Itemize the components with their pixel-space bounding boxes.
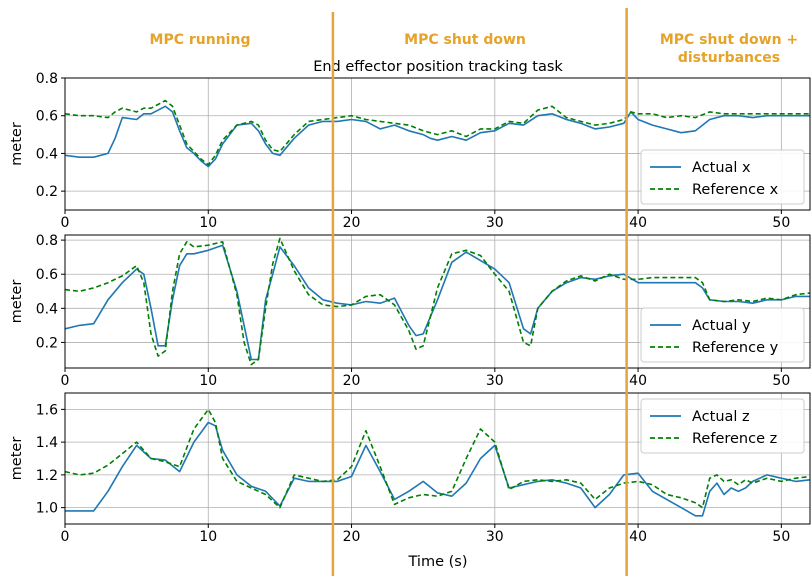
x-tick-label: 30 [486,373,504,389]
x-tick-label: 30 [486,215,504,231]
series-group [65,408,810,517]
x-tick-label: 50 [772,215,790,231]
y-tick-label: 1.2 [36,468,58,484]
phase-label-running: MPC running [150,32,251,48]
axes-frame [64,234,811,369]
legend-label: Reference z [692,431,777,447]
phase-label-shutdown-disturbances: MPC shut down + [660,32,798,48]
y-tick-label: 0.4 [36,146,58,162]
legend-box [640,149,805,205]
y-tick-label: 0.8 [36,71,58,87]
x-tick-label: 10 [199,215,217,231]
x-tick-label: 40 [629,215,647,231]
phase-label-disturbances: disturbances [678,50,780,66]
x-tick-label: 10 [199,529,217,545]
legend: Actual y Reference y [640,307,805,363]
x-tick-label: 50 [772,529,790,545]
panels: 0 10 20 30 40 50 0.2 0.4 0.6 0.8 meter Actual x Refe… [9,71,811,545]
legend-label: Reference y [692,340,779,356]
x-tick-label: 0 [61,373,70,389]
x-axis-label: Time (s) [408,554,468,570]
y-tick-label: 1.4 [36,435,58,451]
x-tick-label: 40 [629,529,647,545]
legend-label: Actual z [692,409,750,425]
x-tick-label: 10 [199,373,217,389]
series-line-actual [65,105,810,168]
legend-label: Actual x [692,160,751,176]
legend-box [640,398,805,454]
x-tick-label: 40 [629,373,647,389]
series-line-actual [65,244,810,361]
axes-frame [64,392,811,525]
x-tick-label: 20 [343,529,361,545]
y-axis-label: meter [9,437,25,481]
panel-1: 0 10 20 30 40 50 0.2 0.4 0.6 0.8 meter Actual x Refe… [9,71,811,231]
legend-label: Actual y [692,318,751,334]
y-tick-label: 0.8 [36,233,58,249]
x-tick-label: 50 [772,373,790,389]
y-tick-label: 1.0 [36,501,58,517]
y-tick-label: 0.6 [36,267,58,283]
y-tick-label: 0.6 [36,109,58,125]
series-group [65,237,810,366]
x-tick-label: 0 [61,215,70,231]
y-tick-label: 1.6 [36,402,58,418]
series-line-reference [65,408,810,509]
panel-3: 0 10 20 30 40 50 1.0 1.2 1.4 1.6 meter Actual z Refe… [9,392,811,545]
x-tick-label: 20 [343,215,361,231]
y-tick-label: 0.2 [36,184,58,200]
phase-markers [331,8,628,576]
phase-label-shutdown: MPC shut down [404,32,526,48]
y-axis-label: meter [9,122,25,166]
chart-title: End effector position tracking task [313,59,563,75]
y-axis-label: meter [9,280,25,324]
panel-2: 0 10 20 30 40 50 0.2 0.4 0.6 0.8 meter Actual y Refe… [9,233,811,389]
series-line-reference [65,99,810,166]
series-line-actual [65,421,810,517]
legend: Actual x Reference x [640,149,805,205]
legend-label: Reference x [692,182,779,198]
x-tick-label: 0 [61,529,70,545]
x-tick-label: 30 [486,529,504,545]
axes-frame [64,77,811,211]
x-tick-label: 20 [343,373,361,389]
y-tick-label: 0.2 [36,335,58,351]
series-line-reference [65,237,810,366]
y-tick-label: 0.4 [36,301,58,317]
legend: Actual z Reference z [640,398,805,454]
series-group [65,99,810,168]
legend-box [640,307,805,363]
